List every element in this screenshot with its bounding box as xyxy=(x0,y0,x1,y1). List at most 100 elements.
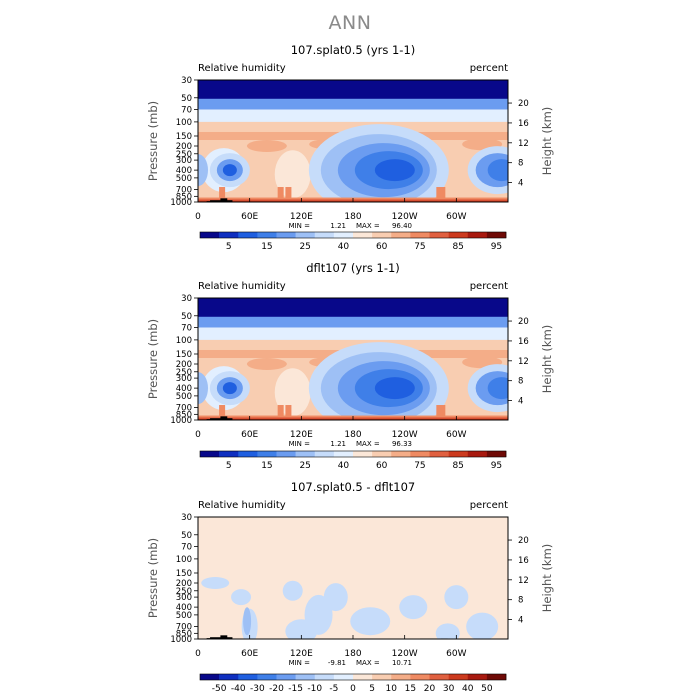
moist-column xyxy=(277,405,284,420)
y-tick-label: 30 xyxy=(181,513,192,523)
moist-column xyxy=(219,405,226,420)
x-tick-label: 60W xyxy=(446,649,466,659)
right-label: percent xyxy=(470,63,508,74)
y-tick-label: 500 xyxy=(176,174,192,184)
colorbar-label: 0 xyxy=(350,684,356,694)
y2-tick-label: 20 xyxy=(518,317,529,327)
y-axis-title: Pressure (mb) xyxy=(146,538,160,618)
y-tick-label: 500 xyxy=(176,392,192,402)
colorbar-swatch xyxy=(410,232,430,238)
y2-tick-label: 4 xyxy=(518,397,523,407)
y2-tick-label: 12 xyxy=(518,357,529,367)
y-tick-label: 250 xyxy=(176,368,192,378)
x-tick-label: 120E xyxy=(290,430,313,440)
mid-region xyxy=(274,150,311,199)
colorbar-frame xyxy=(199,450,507,458)
colorbar-swatch xyxy=(353,451,373,457)
y-tick-label: 70 xyxy=(181,542,192,552)
colorbar-label: 25 xyxy=(299,461,310,471)
colorbar-label: -30 xyxy=(250,684,265,694)
contour-field xyxy=(198,298,508,420)
panel-1: 107.splat0.5 (yrs 1-1) Relative humidity p… xyxy=(146,43,554,252)
y2-axis-title: Height (km) xyxy=(540,107,554,176)
y-tick-label: 100 xyxy=(176,336,192,346)
colorbar-label: 15 xyxy=(405,684,416,694)
panel-2: dflt107 (yrs 1-1) Relative humidity percen… xyxy=(146,261,554,471)
dry-region xyxy=(374,377,415,400)
colorbar-swatch xyxy=(295,451,316,457)
y-tick-label: 700 xyxy=(176,404,192,414)
colorbar-swatch xyxy=(333,451,354,457)
left-label: Relative humidity xyxy=(198,281,286,292)
dry-region xyxy=(374,159,415,182)
dry-region xyxy=(222,382,237,395)
negative-anomaly xyxy=(399,595,428,620)
colorbar-swatch xyxy=(295,232,316,238)
colorbar-label: -5 xyxy=(329,684,338,694)
y-tick-label: 250 xyxy=(176,150,192,160)
min-label: MIN = xyxy=(289,222,311,230)
colorbar-swatch xyxy=(429,232,449,238)
colorbar-label: -50 xyxy=(212,684,227,694)
contour-field xyxy=(198,80,508,202)
y2-tick-label: 8 xyxy=(518,159,523,169)
x-tick-label: 60E xyxy=(241,649,258,659)
colorbar-swatch xyxy=(257,232,277,238)
colorbar-swatch xyxy=(391,451,411,457)
colorbar-swatch xyxy=(276,451,296,457)
min-label: MIN = xyxy=(289,659,311,667)
min-value: -9.81 xyxy=(328,659,346,667)
y-tick-label: 300 xyxy=(176,593,192,603)
colorbar-swatch xyxy=(410,451,430,457)
right-label: percent xyxy=(470,281,508,292)
colorbar-label: 5 xyxy=(226,242,232,252)
moist-column xyxy=(277,187,284,202)
negative-anomaly xyxy=(285,619,318,639)
moist-column xyxy=(219,187,226,202)
colorbar: 5 15 25 40 60 75 85 95 xyxy=(199,231,507,252)
right-label: percent xyxy=(470,500,508,511)
panel-title: dflt107 (yrs 1-1) xyxy=(306,261,400,275)
y-axis-title: Pressure (mb) xyxy=(146,319,160,399)
colorbar-swatch xyxy=(410,674,430,680)
y2-tick-label: 8 xyxy=(518,377,523,387)
figure-title: ANN xyxy=(328,12,372,34)
upper-band xyxy=(198,80,508,99)
x-tick-label: 120W xyxy=(392,649,418,659)
colorbar-swatch xyxy=(257,674,277,680)
y-tick-label: 850 xyxy=(176,192,192,202)
colorbar-label: 50 xyxy=(481,684,493,694)
colorbar-swatch xyxy=(353,674,373,680)
x-tick-label: 180 xyxy=(344,212,361,222)
colorbar-swatch xyxy=(372,674,392,680)
x-tick-label: 0 xyxy=(195,649,201,659)
max-label: MAX = xyxy=(356,440,380,448)
colorbar-label: 15 xyxy=(261,461,272,471)
colorbar-label: 20 xyxy=(424,684,436,694)
y-tick-label: 1000 xyxy=(170,198,192,208)
colorbar-swatch xyxy=(333,232,354,238)
y-tick-label: 400 xyxy=(176,384,192,394)
y2-tick-label: 20 xyxy=(518,536,529,546)
y-tick-label: 200 xyxy=(176,579,192,589)
y-tick-label: 1000 xyxy=(170,635,192,645)
colorbar-label: 95 xyxy=(491,242,502,252)
y-tick-label: 200 xyxy=(176,142,192,152)
x-tick-label: 60W xyxy=(446,212,466,222)
y2-axis-title: Height (km) xyxy=(540,544,554,613)
colorbar-label: 40 xyxy=(338,242,350,252)
x-tick-label: 120E xyxy=(290,212,313,222)
max-value: 10.71 xyxy=(392,659,412,667)
colorbar-label: 40 xyxy=(338,461,350,471)
y-tick-label: 70 xyxy=(181,105,192,115)
colorbar-swatch xyxy=(276,674,296,680)
dry-region xyxy=(487,377,508,400)
colorbar-swatch xyxy=(486,451,507,457)
colorbar-swatch xyxy=(257,451,277,457)
colorbar-swatch xyxy=(314,232,335,238)
moist-patch xyxy=(246,140,287,153)
y2-tick-label: 12 xyxy=(518,139,529,149)
colorbar-swatch xyxy=(314,451,335,457)
y-tick-label: 50 xyxy=(181,531,192,541)
min-value: 1.21 xyxy=(330,440,346,448)
